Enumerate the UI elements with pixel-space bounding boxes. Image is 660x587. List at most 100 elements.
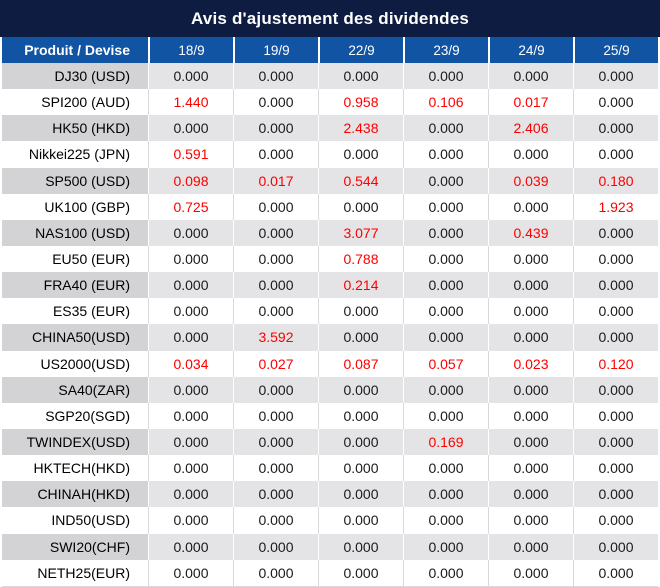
product-label: US2000(USD): [40, 355, 130, 372]
value-cell: 0.958: [318, 89, 403, 116]
table-row: EU50 (EUR) 0.000 0.000 0.788 0.000 0.000 0.00…: [2, 245, 658, 273]
value-cell: 0.000: [403, 298, 488, 325]
value-cell: 0.000: [403, 245, 488, 273]
value-cell: 0.000: [573, 272, 658, 299]
value-cell: 0.000: [488, 376, 573, 403]
value-cell: 0.000: [148, 428, 233, 456]
value-cell: 0.000: [233, 298, 318, 325]
value-cell: 0.000: [148, 219, 233, 246]
value-cell: 0.000: [573, 324, 658, 351]
product-label: FRA40 (EUR): [2, 272, 148, 299]
value-cell: 0.214: [318, 272, 403, 299]
value-cell: 0.017: [488, 89, 573, 116]
value-cell: 0.000: [318, 455, 403, 482]
value-cell: 0.000: [318, 559, 403, 586]
value-cell: 0.000: [233, 115, 318, 142]
value-cell: 0.000: [148, 533, 233, 560]
panel-title: Avis d'ajustement des dividendes: [0, 0, 660, 37]
value-cell: 0.034: [148, 350, 233, 377]
product-label: SP500 (USD): [2, 167, 148, 194]
value-cell: 0.000: [488, 402, 573, 429]
value-cell: 0.000: [148, 481, 233, 508]
value-cell: 0.000: [148, 376, 233, 403]
value-cell: 0.000: [573, 219, 658, 246]
value-cell: 0.000: [148, 245, 233, 273]
column-header-date-3: 22/9: [318, 37, 403, 63]
value-cell: 0.027: [233, 350, 318, 377]
value-cell: 0.000: [573, 141, 658, 168]
value-cell: 0.000: [403, 455, 488, 482]
value-cell: 0.000: [488, 245, 573, 273]
value-cell: 0.000: [403, 167, 488, 194]
value-cell: 0.000: [233, 402, 318, 429]
value-cell: 0.000: [233, 559, 318, 586]
column-header-date-6: 25/9: [573, 37, 658, 63]
value-cell: 0.000: [233, 219, 318, 246]
column-header-date-5: 24/9: [488, 37, 573, 63]
table-row: NAS100 (USD) 0.000 0.000 3.077 0.000 0.439 0.…: [2, 219, 658, 246]
dividend-table: Produit / Devise 18/9 19/9 22/9 23/9 24/…: [0, 37, 660, 587]
table-row: HK50 (HKD) 0.000 0.000 2.438 0.000 2.406 0.00…: [2, 115, 658, 142]
product-label: SWI20(CHF): [2, 533, 148, 560]
value-cell: 0.000: [148, 298, 233, 325]
product-label: Nikkei225 (JPN): [28, 146, 130, 163]
value-cell: 0.000: [573, 115, 658, 142]
value-cell: 0.000: [233, 141, 318, 168]
value-cell: 0.098: [148, 167, 233, 194]
value-cell: 0.000: [233, 245, 318, 273]
product-label: NAS100 (USD): [2, 219, 148, 246]
value-cell: 0.000: [488, 533, 573, 560]
value-cell: 0.000: [403, 324, 488, 351]
table-row: TWINDEX(USD) 0.000 0.000 0.000 0.169 0.000 0.…: [2, 428, 658, 456]
value-cell: 0.000: [403, 219, 488, 246]
value-cell: 0.039: [488, 167, 573, 194]
product-label: EU50 (EUR): [52, 251, 130, 268]
value-cell: 0.000: [488, 559, 573, 586]
value-cell: 0.000: [233, 428, 318, 456]
value-cell: 0.000: [233, 507, 318, 534]
value-cell: 0.000: [233, 533, 318, 560]
column-header-date-1: 18/9: [148, 37, 233, 63]
value-cell: 3.077: [318, 219, 403, 246]
value-cell: 0.000: [403, 559, 488, 586]
value-cell: 0.000: [403, 376, 488, 403]
product-label: CHINAH(HKD): [2, 481, 148, 508]
table-row: ES35 (EUR) 0.000 0.000 0.000 0.000 0.000 0.00…: [2, 298, 658, 325]
value-cell: 0.000: [573, 481, 658, 508]
value-cell: 0.000: [148, 63, 233, 90]
value-cell: 0.000: [488, 63, 573, 90]
column-header-date-4: 23/9: [403, 37, 488, 63]
value-cell: 0.000: [148, 115, 233, 142]
value-cell: 0.000: [318, 428, 403, 456]
value-cell: 0.000: [403, 272, 488, 299]
value-cell: 0.000: [148, 455, 233, 482]
table-row: UK100 (GBP) 0.725 0.000 0.000 0.000 0.000 1.9…: [2, 193, 658, 220]
table-row: NETH25(EUR) 0.000 0.000 0.000 0.000 0.000 0.0…: [2, 559, 658, 586]
value-cell: 0.000: [148, 559, 233, 586]
value-cell: 0.000: [148, 402, 233, 429]
value-cell: 0.023: [488, 350, 573, 377]
value-cell: 0.000: [573, 63, 658, 90]
value-cell: 0.000: [233, 376, 318, 403]
table-row: DJ30 (USD) 0.000 0.000 0.000 0.000 0.000 0.00…: [2, 63, 658, 90]
value-cell: 0.000: [573, 89, 658, 116]
value-cell: 0.000: [403, 115, 488, 142]
value-cell: 0.000: [488, 324, 573, 351]
value-cell: 0.057: [403, 350, 488, 377]
product-label: DJ30 (USD): [2, 63, 148, 90]
product-label: HK50 (HKD): [2, 115, 148, 142]
table-row: HKTECH(HKD) 0.000 0.000 0.000 0.000 0.000 0.0…: [2, 455, 658, 482]
value-cell: 0.106: [403, 89, 488, 116]
value-cell: 2.406: [488, 115, 573, 142]
product-label: SA40(ZAR): [2, 376, 148, 403]
product-label: SGP20(SGD): [45, 407, 130, 424]
value-cell: 3.592: [233, 324, 318, 351]
value-cell: 0.000: [318, 324, 403, 351]
value-cell: 0.000: [488, 298, 573, 325]
value-cell: 0.000: [573, 298, 658, 325]
value-cell: 0.000: [148, 324, 233, 351]
value-cell: 0.439: [488, 219, 573, 246]
value-cell: 0.000: [148, 507, 233, 534]
value-cell: 0.725: [148, 193, 233, 220]
